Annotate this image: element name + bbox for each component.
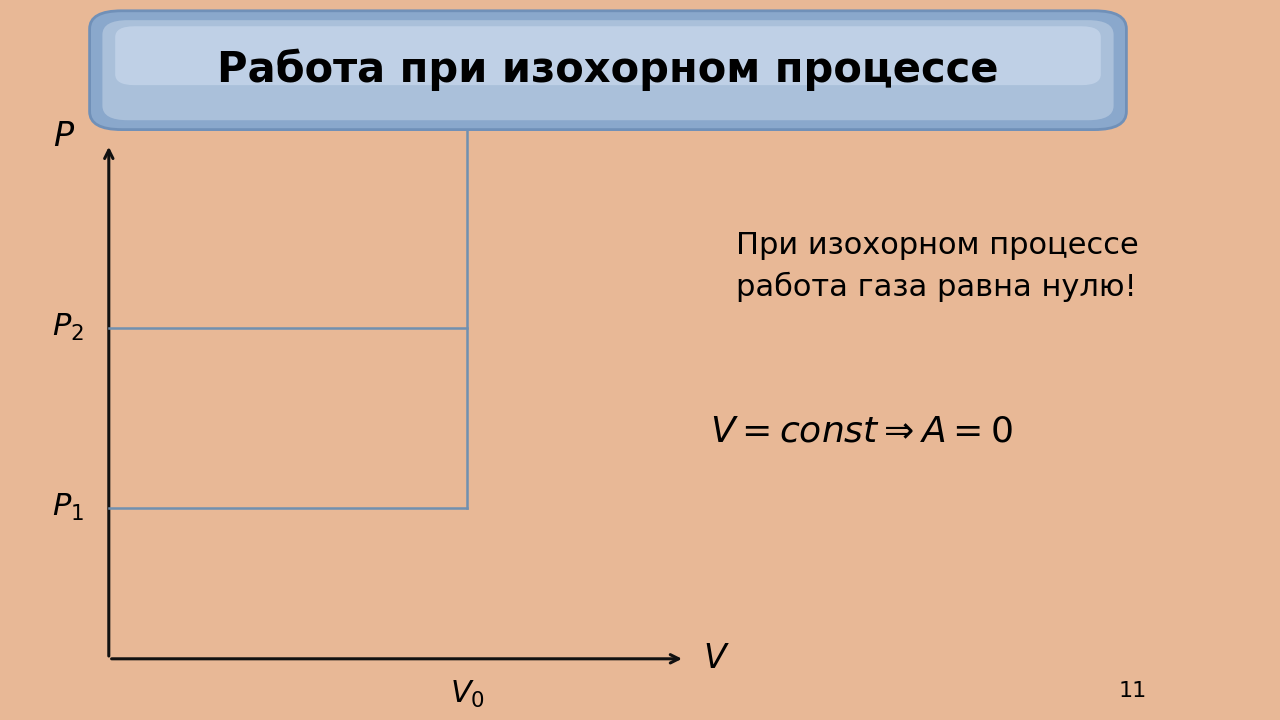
Text: $P_1$: $P_1$ xyxy=(51,492,84,523)
Text: $P$: $P$ xyxy=(52,120,76,153)
Text: $V = const \Rightarrow A = 0$: $V = const \Rightarrow A = 0$ xyxy=(710,415,1014,449)
FancyBboxPatch shape xyxy=(90,11,1126,130)
Text: $V$: $V$ xyxy=(704,642,730,675)
Text: При изохорном процессе
работа газа равна нулю!: При изохорном процессе работа газа равна… xyxy=(736,230,1139,302)
FancyBboxPatch shape xyxy=(115,27,1101,85)
Text: $V_0$: $V_0$ xyxy=(449,679,485,711)
FancyBboxPatch shape xyxy=(102,20,1114,120)
Text: 11: 11 xyxy=(1119,681,1147,701)
Text: Работа при изохорном процессе: Работа при изохорном процессе xyxy=(218,49,998,91)
Text: $P_2$: $P_2$ xyxy=(52,312,83,343)
